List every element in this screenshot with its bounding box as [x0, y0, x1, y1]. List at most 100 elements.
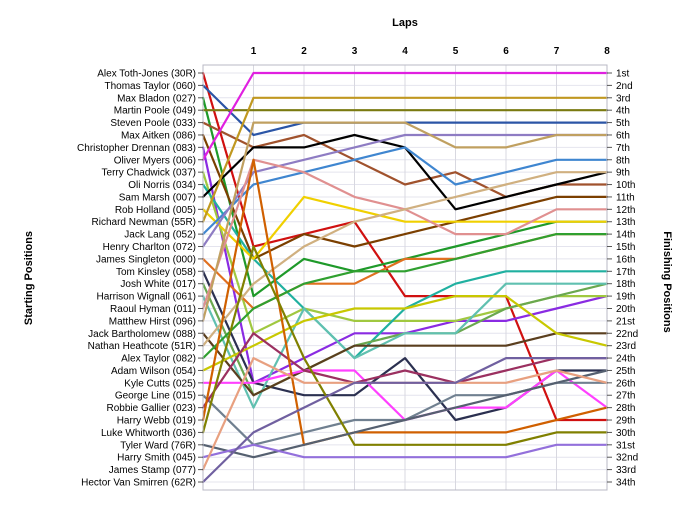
right-axis-title: Finishing Positions: [661, 231, 673, 332]
series-line-8: [201, 71, 609, 161]
start-position-label: Adam Wilson (054): [111, 366, 196, 377]
finish-position-label: 27th: [616, 391, 635, 402]
series-line-1: [201, 71, 609, 422]
lap-tick-label: 8: [604, 46, 610, 57]
series-line-28: [201, 332, 609, 409]
finish-position-label: 28th: [616, 403, 635, 414]
series-line-30: [201, 245, 609, 446]
series-line-22: [201, 332, 609, 397]
finish-position-label: 7th: [616, 143, 630, 154]
series-line-23: [201, 171, 609, 347]
series-line-21: [201, 121, 609, 322]
start-position-label: Christopher Drennan (083): [77, 143, 196, 154]
finish-position-label: 13th: [616, 217, 635, 228]
start-position-label: Oliver Myers (006): [114, 155, 196, 166]
start-position-label: Max Aitken (086): [121, 130, 196, 141]
start-position-label: James Singleton (000): [96, 254, 196, 265]
left-axis-title: Starting Positions: [23, 231, 35, 325]
finish-position-label: 21st: [616, 316, 635, 327]
start-position-label: Richard Newman (55R): [92, 217, 196, 228]
start-position-label: Harrison Wignall (061): [97, 292, 196, 303]
finish-position-label: 9th: [616, 168, 630, 179]
finish-position-label: 34th: [616, 478, 635, 489]
finish-position-label: 29th: [616, 416, 635, 427]
finish-position-label: 18th: [616, 279, 635, 290]
series-line-34: [201, 357, 609, 484]
plot-frame: [202, 64, 608, 491]
start-position-label: Luke Whitworth (036): [101, 428, 196, 439]
series-line-24: [201, 233, 609, 360]
finish-position-label: 32nd: [616, 453, 638, 464]
start-position-label: Steven Poole (033): [110, 118, 196, 129]
finish-position-label: 33rd: [616, 465, 636, 476]
series-lines: [201, 71, 609, 484]
series-line-19: [201, 282, 609, 409]
lap-tick-label: 7: [554, 46, 560, 57]
lap-tick-label: 5: [453, 46, 459, 57]
start-position-label: Jack Bartholomew (088): [88, 329, 196, 340]
start-position-label: Martin Poole (049): [114, 106, 196, 117]
finish-position-label: 19th: [616, 292, 635, 303]
finish-position-label: 12th: [616, 205, 635, 216]
series-line-31: [201, 369, 609, 459]
start-position-label: James Stamp (077): [109, 465, 196, 476]
start-position-label: Terry Chadwick (037): [102, 168, 196, 179]
finish-position-label: 20th: [616, 304, 635, 315]
start-position-label: Tom Kinsley (058): [116, 267, 196, 278]
start-position-label: Oli Norris (034): [128, 180, 196, 191]
finish-position-label: 6th: [616, 130, 630, 141]
start-position-label: Rob Holland (005): [115, 205, 196, 216]
finish-position-label: 25th: [616, 366, 635, 377]
series-line-32: [201, 443, 609, 459]
lap-tick-label: 2: [301, 46, 307, 57]
lap-tick-label: 6: [503, 46, 509, 57]
start-position-label: Henry Charlton (072): [103, 242, 196, 253]
finish-position-label: 10th: [616, 180, 635, 191]
lap-tick-label: 3: [352, 46, 358, 57]
start-position-label: Harry Smith (045): [117, 453, 196, 464]
start-position-label: Thomas Taylor (060): [104, 81, 196, 92]
start-position-label: Alex Toth-Jones (30R): [97, 69, 196, 80]
finish-position-label: 8th: [616, 155, 630, 166]
finish-position-label: 1st: [616, 69, 630, 80]
start-position-label: Josh White (017): [120, 279, 196, 290]
start-position-label: Sam Marsh (007): [119, 192, 196, 203]
series-line-13: [201, 96, 609, 223]
series-line-25: [201, 295, 609, 372]
lap-tick-label: 1: [251, 46, 257, 57]
finish-position-label: 23rd: [616, 341, 636, 352]
start-position-label: Harry Webb (019): [117, 416, 196, 427]
start-position-label: Hector Van Smirren (62R): [81, 478, 196, 489]
finish-position-label: 14th: [616, 230, 635, 241]
start-position-label: Robbie Gallier (023): [107, 403, 197, 414]
finish-position-label: 17th: [616, 267, 635, 278]
start-position-label: George Line (015): [115, 391, 196, 402]
finish-position-label: 16th: [616, 254, 635, 265]
start-position-label: Nathan Heathcote (51R): [88, 341, 196, 352]
lap-tick-label: 4: [402, 46, 408, 57]
start-position-label: Max Bladon (027): [117, 93, 196, 104]
axes: [198, 64, 612, 491]
start-position-label: Alex Taylor (082): [121, 354, 196, 365]
finish-position-label: 30th: [616, 428, 635, 439]
series-line-29: [201, 158, 609, 446]
finish-position-label: 31st: [616, 440, 635, 451]
series-line-14: [201, 146, 609, 236]
series-line-12: [201, 195, 609, 260]
start-position-label: Kyle Cutts (025): [124, 378, 196, 389]
finish-position-label: 11th: [616, 192, 635, 203]
series-line-15: [201, 133, 609, 248]
finish-position-label: 15th: [616, 242, 635, 253]
finish-position-label: 2nd: [616, 81, 633, 92]
finish-position-label: 5th: [616, 118, 630, 129]
finish-position-label: 26th: [616, 378, 635, 389]
x-axis-title: Laps: [392, 17, 418, 29]
start-position-label: Jack Lang (052): [124, 230, 196, 241]
labels: 1 2 3 4 5 6 7 8 Alex Toth-Jones (30R)Thomas Tayl…: [23, 17, 673, 489]
finish-position-label: 22nd: [616, 329, 638, 340]
finish-position-label: 3rd: [616, 93, 630, 104]
start-position-label: Tyler Ward (76R): [120, 440, 196, 451]
finish-position-label: 24th: [616, 354, 635, 365]
